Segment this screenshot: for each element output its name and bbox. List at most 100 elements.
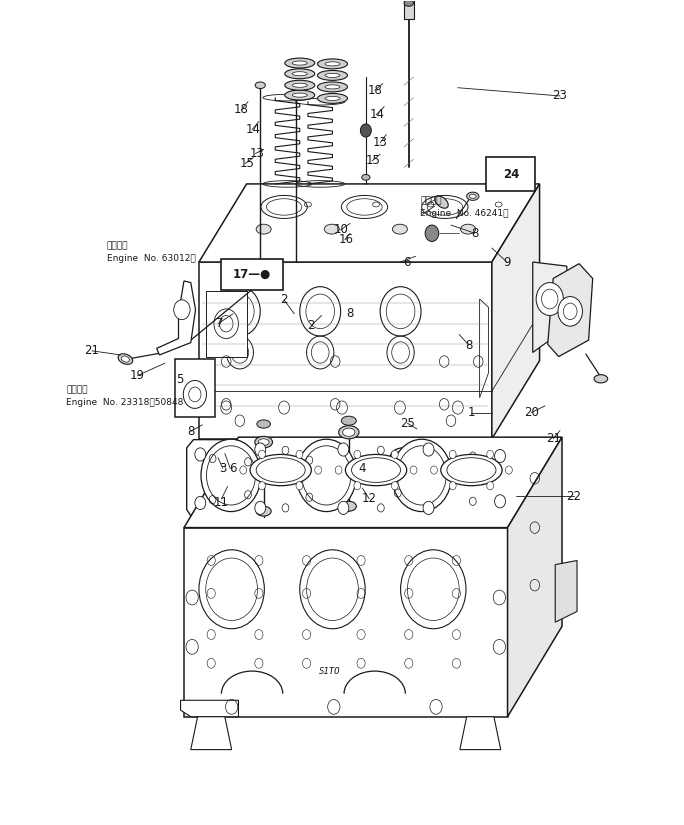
Circle shape <box>199 549 264 629</box>
Text: 2: 2 <box>280 294 288 306</box>
Text: 適用号機
Engine  No. 23318～50848: 適用号機 Engine No. 23318～50848 <box>66 385 183 407</box>
Text: 7: 7 <box>215 317 223 330</box>
Bar <box>175 359 215 417</box>
Circle shape <box>189 387 201 402</box>
Ellipse shape <box>292 61 307 65</box>
Ellipse shape <box>440 455 502 486</box>
Ellipse shape <box>434 196 448 208</box>
Circle shape <box>255 443 265 456</box>
Circle shape <box>391 482 398 490</box>
Text: 20: 20 <box>524 406 539 419</box>
Circle shape <box>430 466 437 474</box>
Ellipse shape <box>285 80 315 90</box>
Circle shape <box>206 558 258 620</box>
Circle shape <box>338 502 349 515</box>
Circle shape <box>201 439 261 512</box>
Circle shape <box>449 482 456 490</box>
Ellipse shape <box>352 458 401 483</box>
Ellipse shape <box>317 70 347 80</box>
Text: 21: 21 <box>85 344 99 357</box>
Circle shape <box>354 450 360 459</box>
Text: 2: 2 <box>308 318 315 332</box>
Circle shape <box>449 450 456 459</box>
Ellipse shape <box>404 0 414 7</box>
Ellipse shape <box>256 458 305 483</box>
Text: 13: 13 <box>250 147 264 160</box>
Ellipse shape <box>257 420 270 428</box>
Polygon shape <box>191 717 232 750</box>
Circle shape <box>195 497 206 510</box>
Ellipse shape <box>345 455 407 486</box>
Circle shape <box>259 482 265 490</box>
Text: 15: 15 <box>239 157 254 170</box>
Circle shape <box>255 502 265 515</box>
Text: 8: 8 <box>465 338 473 351</box>
Text: 25: 25 <box>400 417 415 430</box>
Circle shape <box>195 448 206 461</box>
Bar <box>222 259 282 290</box>
Ellipse shape <box>250 455 311 486</box>
Ellipse shape <box>285 58 315 68</box>
Ellipse shape <box>339 426 359 439</box>
Polygon shape <box>548 264 593 356</box>
Circle shape <box>240 466 247 474</box>
Bar <box>199 262 492 439</box>
Text: 17—●: 17—● <box>233 268 271 280</box>
Ellipse shape <box>285 90 315 100</box>
Ellipse shape <box>325 85 340 89</box>
Ellipse shape <box>255 436 272 448</box>
Ellipse shape <box>594 375 607 383</box>
Text: 8: 8 <box>471 227 479 240</box>
Circle shape <box>397 446 446 505</box>
Text: 適用号機
Engine  No. 63012～: 適用号機 Engine No. 63012～ <box>107 242 196 263</box>
Ellipse shape <box>292 87 300 92</box>
Text: 12: 12 <box>362 493 377 506</box>
Ellipse shape <box>391 448 417 466</box>
Text: 15: 15 <box>366 154 381 167</box>
Ellipse shape <box>341 416 356 425</box>
Circle shape <box>354 482 360 490</box>
Ellipse shape <box>292 72 307 76</box>
Polygon shape <box>555 560 577 622</box>
Text: 10: 10 <box>333 224 348 237</box>
Text: 6: 6 <box>229 462 237 475</box>
Ellipse shape <box>325 62 340 66</box>
Text: S1TO: S1TO <box>319 667 341 676</box>
Bar <box>184 528 508 717</box>
Ellipse shape <box>118 354 133 365</box>
Polygon shape <box>157 281 196 355</box>
Polygon shape <box>184 437 562 528</box>
Text: 19: 19 <box>130 369 145 382</box>
Circle shape <box>495 450 505 463</box>
Text: 18: 18 <box>367 83 382 97</box>
Ellipse shape <box>285 68 315 78</box>
Circle shape <box>410 466 417 474</box>
Text: 6: 6 <box>403 256 410 268</box>
Text: 21: 21 <box>546 432 561 446</box>
Ellipse shape <box>466 192 479 200</box>
Text: 14: 14 <box>246 123 261 136</box>
Text: 4: 4 <box>358 462 366 475</box>
Ellipse shape <box>317 59 347 68</box>
Bar <box>404 0 414 20</box>
Text: 適用号機
Engine  No. 46241～: 適用号機 Engine No. 46241～ <box>421 196 509 218</box>
Circle shape <box>423 502 434 515</box>
Circle shape <box>392 439 451 512</box>
Text: 16: 16 <box>339 233 354 247</box>
Circle shape <box>335 466 342 474</box>
Ellipse shape <box>469 194 476 198</box>
Circle shape <box>360 124 371 137</box>
Circle shape <box>425 225 438 242</box>
Circle shape <box>338 443 349 456</box>
Text: 8: 8 <box>347 308 354 320</box>
Text: 18: 18 <box>234 103 248 116</box>
Ellipse shape <box>324 224 339 234</box>
Text: 14: 14 <box>370 108 385 121</box>
Ellipse shape <box>317 82 347 92</box>
Circle shape <box>207 446 256 505</box>
Circle shape <box>259 450 265 459</box>
Bar <box>486 157 536 191</box>
Circle shape <box>423 443 434 456</box>
Circle shape <box>391 450 398 459</box>
Circle shape <box>296 482 303 490</box>
